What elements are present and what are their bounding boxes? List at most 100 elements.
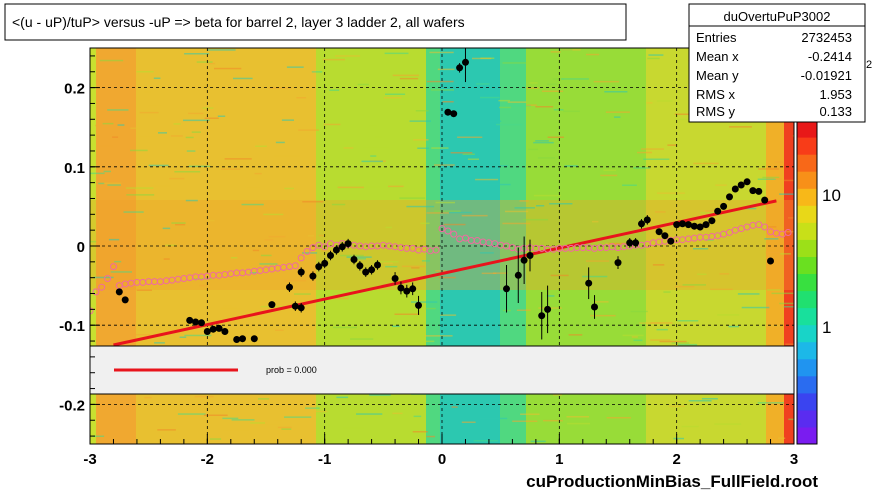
heatmap-streak <box>383 97 402 99</box>
heatmap-streak <box>370 155 377 157</box>
heatmap-streak <box>543 419 563 422</box>
x-tick-label: 2 <box>672 451 680 468</box>
legend-prob-text: prob = 0.000 <box>266 365 317 375</box>
heatmap-streak <box>112 136 119 138</box>
profile-point <box>708 217 716 225</box>
heatmap-streak <box>674 285 695 288</box>
heatmap-streak <box>461 421 476 423</box>
heatmap-streak <box>173 123 181 125</box>
colorbar-cell <box>797 375 817 394</box>
heatmap-streak <box>148 164 169 167</box>
heatmap-streak <box>214 67 242 70</box>
heatmap-streak <box>110 271 132 273</box>
heatmap-streak <box>92 435 105 437</box>
heatmap-streak <box>593 80 620 83</box>
open-marker <box>291 262 299 270</box>
stats-label-rms-x: RMS x <box>696 87 736 102</box>
heatmap-streak <box>157 429 176 431</box>
heatmap-streak <box>333 326 357 329</box>
colorbar-cell <box>797 307 817 326</box>
heatmap-streak <box>637 151 652 154</box>
heatmap-streak <box>284 187 294 190</box>
heatmap-streak <box>714 423 742 425</box>
heatmap-streak <box>199 284 207 287</box>
heatmap-streak <box>431 89 454 91</box>
heatmap-streak <box>586 260 610 262</box>
profile-point <box>374 261 381 269</box>
heatmap-streak <box>663 291 671 293</box>
heatmap-streak <box>335 55 361 57</box>
heatmap-streak <box>343 147 354 149</box>
heatmap-streak <box>678 343 698 346</box>
profile-point <box>444 108 452 116</box>
open-marker <box>432 246 440 254</box>
profile-point <box>321 259 329 267</box>
heatmap-streak <box>564 165 578 167</box>
heatmap-streak <box>762 176 780 179</box>
colorbar-cell <box>797 409 817 428</box>
heatmap-streak <box>99 59 124 62</box>
profile-point <box>679 220 686 228</box>
heatmap-streak <box>332 297 349 300</box>
heatmap-streak <box>537 157 555 159</box>
profile-point <box>121 296 129 304</box>
heatmap-streak <box>259 423 282 426</box>
heatmap-streak <box>526 104 537 106</box>
x-tick-label: -2 <box>201 451 214 468</box>
heatmap-streak <box>429 51 454 54</box>
heatmap-streak <box>523 218 549 221</box>
heatmap-streak <box>488 120 502 122</box>
heatmap-streak <box>284 416 312 418</box>
open-marker <box>726 229 733 236</box>
heatmap-streak <box>450 152 473 154</box>
heatmap-streak <box>700 212 725 214</box>
colorbar-cell <box>797 392 817 411</box>
heatmap-streak <box>254 172 262 175</box>
heatmap-streak <box>767 226 777 228</box>
heatmap-streak <box>682 284 706 286</box>
heatmap-streak <box>435 201 455 204</box>
profile-point <box>690 222 698 230</box>
profile-point <box>749 187 757 195</box>
heatmap-streak <box>719 273 730 275</box>
profile-point <box>368 266 376 274</box>
profile-point <box>315 263 323 271</box>
open-marker <box>104 275 112 282</box>
heatmap-streak <box>741 306 770 309</box>
heatmap-streak <box>340 254 364 257</box>
heatmap-streak <box>90 172 105 175</box>
heatmap-streak <box>496 123 523 126</box>
heatmap-streak <box>426 435 435 438</box>
profile-point <box>503 285 510 293</box>
heatmap-streak <box>509 104 531 107</box>
open-marker <box>110 263 117 271</box>
heatmap-streak <box>592 220 599 223</box>
open-marker <box>92 288 100 296</box>
profile-point <box>186 316 194 324</box>
heatmap-streak <box>210 438 222 440</box>
heatmap-streak <box>382 336 394 338</box>
profile-point <box>673 221 681 229</box>
heatmap-streak <box>520 413 540 415</box>
heatmap-streak <box>764 325 782 327</box>
profile-point <box>397 284 405 292</box>
profile-point <box>409 285 417 293</box>
heatmap-streak <box>406 205 435 208</box>
heatmap-streak <box>391 325 400 327</box>
heatmap-streak <box>421 260 430 262</box>
profile-point <box>626 239 634 247</box>
x-tick-label: 1 <box>555 451 563 468</box>
heatmap-streak <box>392 412 403 415</box>
heatmap-streak <box>365 186 382 188</box>
heatmap-streak <box>286 66 304 68</box>
heatmap-streak <box>710 288 733 291</box>
heatmap-streak <box>777 437 786 439</box>
profile-point <box>514 271 522 279</box>
heatmap-streak <box>622 184 637 186</box>
heatmap-streak <box>194 114 212 116</box>
heatmap-streak <box>480 252 494 254</box>
heatmap-streak <box>535 140 549 142</box>
heatmap-streak <box>552 78 564 80</box>
profile-point <box>192 318 200 326</box>
heatmap-streak <box>183 119 210 122</box>
